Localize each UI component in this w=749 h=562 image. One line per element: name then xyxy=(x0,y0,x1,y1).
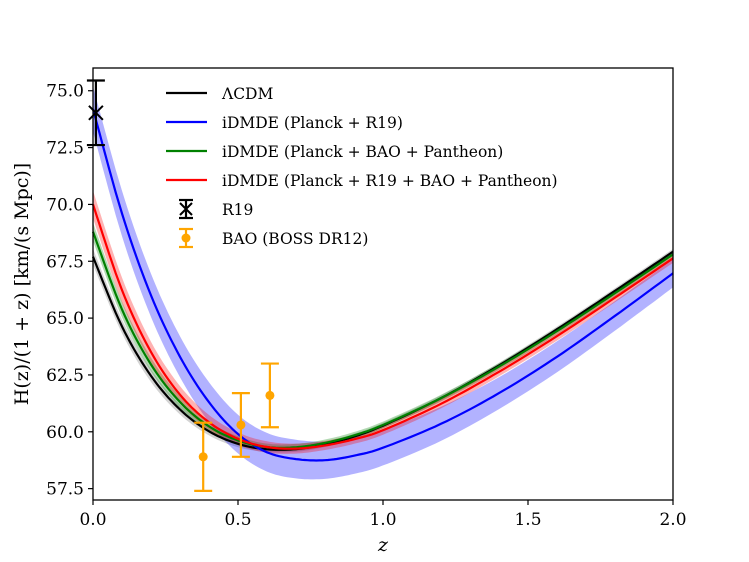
band-series-1 xyxy=(93,86,673,480)
line-series-2 xyxy=(91,231,674,449)
errorbar-1-point-2-marker xyxy=(265,390,275,400)
error-bars xyxy=(86,79,279,493)
y-tick-label: 65.0 xyxy=(46,309,84,329)
series-lines xyxy=(91,108,674,462)
x-tick-label: 1.0 xyxy=(369,510,396,530)
y-tick-label: 60.0 xyxy=(46,423,84,443)
errorbar-1-point-1-marker xyxy=(236,420,246,430)
y-tick-label: 57.5 xyxy=(46,480,84,500)
legend-label-0: ΛCDM xyxy=(221,85,273,103)
line-series-3 xyxy=(91,204,674,450)
x-tick-label: 0.5 xyxy=(224,510,251,530)
y-tick-label: 67.5 xyxy=(46,252,84,272)
y-tick-label: 75.0 xyxy=(46,82,84,102)
x-tick-label: 0.0 xyxy=(79,510,106,530)
y-tick-label: 72.5 xyxy=(46,139,84,159)
x-axis-ticks: 0.0 0.5 1.0 1.5 2.0 xyxy=(79,500,687,530)
legend-marker xyxy=(179,202,193,216)
errorbar-1-point-0-marker xyxy=(198,452,208,462)
legend-errorbar-0 xyxy=(179,198,193,220)
legend-label-1: iDMDE (Planck + R19) xyxy=(222,114,403,132)
legend-label-errorbar-1: BAO (BOSS DR12) xyxy=(222,230,368,248)
x-tick-label: 2.0 xyxy=(659,510,686,530)
line-series-1 xyxy=(91,108,674,462)
legend-label-errorbar-0: R19 xyxy=(222,201,253,219)
legend-label-2: iDMDE (Planck + BAO + Pantheon) xyxy=(222,143,503,161)
legend-errorbar-1 xyxy=(179,227,193,249)
legend: ΛCDM iDMDE (Planck + R19) iDMDE (Planck + … xyxy=(166,85,558,249)
x-tick-label: 1.5 xyxy=(514,510,541,530)
x-axis-label: z xyxy=(377,534,389,556)
y-axis-ticks: 57.5 60.0 62.5 65.0 67.5 70.0 72.5 75.0 xyxy=(46,82,93,500)
legend-label-3: iDMDE (Planck + R19 + BAO + Pantheon) xyxy=(222,172,558,190)
errorbar-0-point-0-marker xyxy=(88,105,104,121)
confidence-bands xyxy=(93,86,673,480)
y-tick-label: 70.0 xyxy=(46,195,84,215)
y-tick-label: 62.5 xyxy=(46,366,84,386)
legend-marker xyxy=(181,233,191,243)
y-axis-label: H(z)/(1 + z) [km/(s Mpc)] xyxy=(11,163,33,405)
